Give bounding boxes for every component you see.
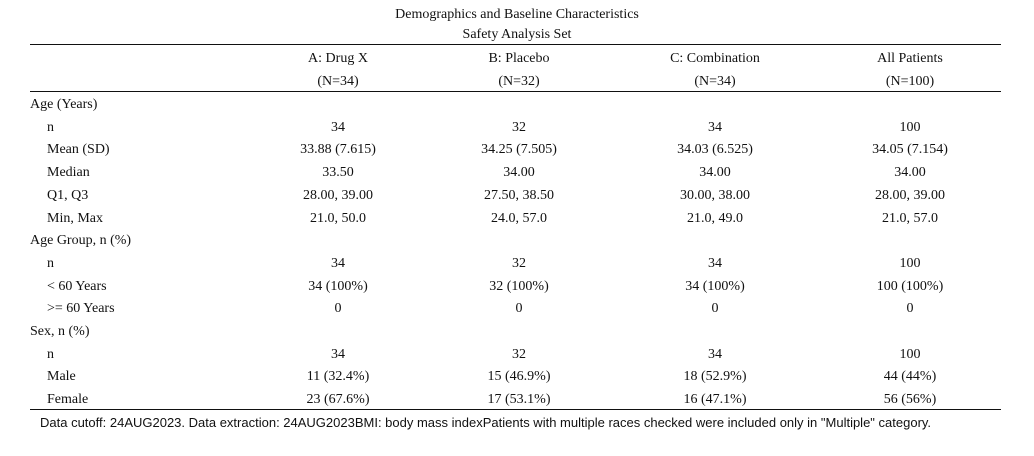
table-cell: 24.0, 57.0 [491, 210, 547, 226]
table-cell: 16 (47.1%) [683, 392, 747, 408]
table-row: n 34 32 34 100 [0, 117, 1034, 139]
table-cell: 17 (53.1%) [487, 392, 551, 408]
table-cell: 0 [906, 301, 914, 317]
column-header-n-b: (N=32) [498, 74, 540, 89]
table-cell: 33.88 (7.615) [300, 142, 376, 158]
table-cell: 34.05 (7.154) [872, 142, 948, 158]
table-row: n 34 32 34 100 [0, 344, 1034, 366]
table-cell: 33.50 [322, 165, 354, 181]
table-cell: 100 [899, 119, 921, 135]
table-cell: 32 [512, 119, 526, 135]
table-cell: 34 [331, 255, 345, 271]
row-group-label: Sex, n (%) [30, 324, 90, 339]
table-cell: 34 [708, 346, 722, 362]
row-stat-label: Mean (SD) [47, 142, 110, 158]
table-cell: 34 [708, 255, 722, 271]
table-cell: 44 (44%) [883, 369, 937, 385]
table-group-row: Age Group, n (%) [0, 230, 1034, 252]
table-row: Female 23 (67.6%) 17 (53.1%) 16 (47.1%) 56 (… [0, 389, 1034, 411]
table-cell: 100 [899, 346, 921, 362]
table-cell: 21.0, 57.0 [882, 210, 938, 226]
bottom-rule [30, 409, 1001, 410]
row-group-label: Age Group, n (%) [30, 233, 132, 249]
table-cell: 34 (100%) [685, 278, 745, 294]
table-cell: 34.00 [894, 165, 926, 181]
top-rule [30, 44, 1001, 45]
table-cell: 0 [515, 301, 523, 317]
table-cell: 34 [331, 346, 345, 362]
table-row: Min, Max 21.0, 50.0 24.0, 57.0 21.0, 49.0 21… [0, 208, 1034, 230]
table-row: Median 33.50 34.00 34.00 34.00 [0, 162, 1034, 184]
row-group-label: Age (Years) [30, 97, 98, 112]
row-stat-label: Median [47, 165, 90, 181]
column-header-arm-b: B: Placebo [488, 51, 550, 66]
table-cell: 0 [334, 301, 342, 317]
table-cell: 34.25 (7.505) [481, 142, 557, 158]
row-stat-label: Q1, Q3 [47, 187, 89, 203]
table-subtitle: Safety Analysis Set [462, 27, 572, 42]
table-title: Demographics and Baseline Characteristic… [395, 7, 639, 22]
table-cell: 30.00, 38.00 [680, 187, 750, 203]
table-cell: 34 [708, 119, 722, 135]
table-cell: 18 (52.9%) [683, 369, 747, 385]
table-cell: 34.00 [699, 165, 731, 181]
table-cell: 0 [711, 301, 719, 317]
table-row: < 60 Years 34 (100%) 32 (100%) 34 (100%) 100… [0, 276, 1034, 298]
table-cell: 32 [512, 255, 526, 271]
table-cell: 34.00 [503, 165, 535, 181]
table-row: n 34 32 34 100 [0, 253, 1034, 275]
row-stat-label: Min, Max [47, 210, 103, 226]
column-header-arm-c: C: Combination [670, 51, 760, 66]
row-stat-label: >= 60 Years [47, 301, 115, 317]
table-cell: 27.50, 38.50 [484, 187, 554, 203]
table-cell: 34 [331, 119, 345, 135]
table-cell: 32 [512, 346, 526, 362]
table-group-row: Age (Years) [0, 94, 1034, 116]
column-header-n-a: (N=34) [317, 74, 359, 89]
table-cell: 15 (46.9%) [487, 369, 551, 385]
table-cell: 100 [899, 255, 921, 271]
table-group-row: Sex, n (%) [0, 321, 1034, 343]
column-header-n-c: (N=34) [694, 74, 736, 89]
table-row: Male 11 (32.4%) 15 (46.9%) 18 (52.9%) 44 (44… [0, 366, 1034, 388]
footnote: Data cutoff: 24AUG2023. Data extraction:… [40, 415, 932, 430]
row-stat-label: n [47, 255, 54, 271]
column-header-n-all: (N=100) [885, 74, 935, 89]
table-row: >= 60 Years 0 0 0 0 [0, 298, 1034, 320]
table-row: Mean (SD) 33.88 (7.615) 34.25 (7.505) 34.03… [0, 139, 1034, 161]
table-cell: 28.00, 39.00 [303, 187, 373, 203]
row-stat-label: n [47, 119, 54, 135]
row-stat-label: < 60 Years [47, 278, 107, 294]
table-cell: 23 (67.6%) [306, 392, 370, 408]
column-header-arm-all: All Patients [877, 51, 943, 66]
table-row: Q1, Q3 28.00, 39.00 27.50, 38.50 30.00, 38.… [0, 185, 1034, 207]
table-cell: 34 (100%) [308, 278, 368, 294]
header-rule [30, 91, 1001, 92]
table-cell: 21.0, 49.0 [687, 210, 743, 226]
table-cell: 34.03 (6.525) [677, 142, 753, 158]
table-cell: 56 (56%) [883, 392, 937, 408]
table-cell: 11 (32.4%) [306, 369, 370, 385]
row-stat-label: Female [47, 392, 89, 408]
row-stat-label: n [47, 346, 54, 362]
row-stat-label: Male [47, 369, 76, 385]
table-cell: 32 (100%) [489, 278, 549, 294]
table-cell: 21.0, 50.0 [310, 210, 366, 226]
table-cell: 100 (100%) [876, 278, 944, 294]
table-cell: 28.00, 39.00 [875, 187, 945, 203]
column-header-arm-a: A: Drug X [308, 51, 368, 66]
